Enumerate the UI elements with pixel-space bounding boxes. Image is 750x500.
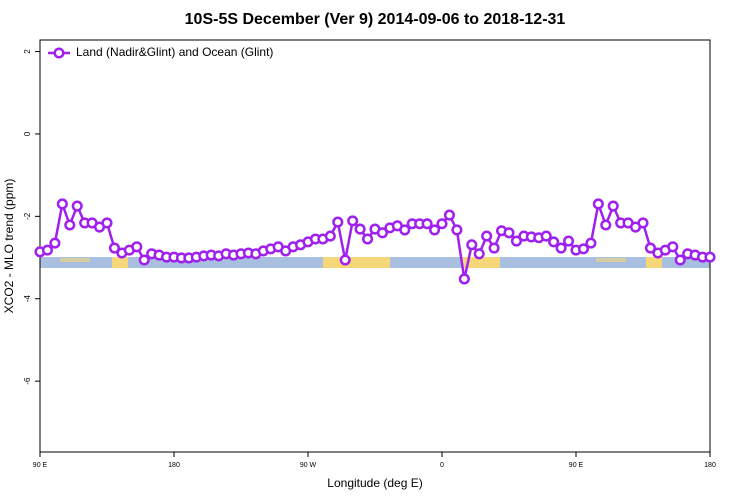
data-point	[64, 219, 76, 231]
data-point	[674, 254, 686, 266]
data-point	[324, 230, 336, 242]
data-point	[399, 224, 411, 236]
data-point	[347, 215, 359, 227]
data-point	[488, 242, 500, 254]
x-axis-label: Longitude (deg E)	[327, 476, 422, 490]
data-point	[466, 239, 478, 251]
y-tick-label: -2	[23, 212, 32, 220]
x-tick-label: 90 W	[300, 462, 317, 469]
data-point	[585, 237, 597, 249]
data-point	[339, 254, 351, 266]
data-point	[443, 209, 455, 221]
data-point	[540, 230, 552, 242]
data-point	[421, 218, 433, 230]
data-point	[436, 218, 448, 230]
data-point	[101, 217, 113, 229]
legend-label: Land (Nadir&Glint) and Ocean (Glint)	[76, 45, 273, 59]
data-point	[637, 217, 649, 229]
data-point	[138, 254, 150, 266]
x-tick-label: 0	[440, 462, 444, 469]
data-point	[592, 198, 604, 210]
y-tick-label: 2	[23, 49, 32, 54]
data-point	[563, 235, 575, 247]
data-point	[548, 236, 560, 248]
data-point	[600, 219, 612, 231]
data-point	[362, 233, 374, 245]
data-point	[704, 251, 716, 263]
data-point	[49, 237, 61, 249]
data-point	[429, 224, 441, 236]
plot-frame	[39, 39, 711, 453]
data-point	[607, 200, 619, 212]
legend-marker	[53, 47, 65, 59]
x-tick-label: 180	[168, 462, 180, 469]
data-point	[481, 230, 493, 242]
data-point	[473, 248, 485, 260]
data-point	[108, 242, 120, 254]
data-point	[332, 216, 344, 228]
data-point	[56, 198, 68, 210]
y-tick-label: -6	[23, 377, 32, 385]
data-point	[667, 241, 679, 253]
data-point	[71, 200, 83, 212]
chart-title: 10S-5S December (Ver 9) 2014-09-06 to 20…	[185, 11, 566, 28]
data-point	[458, 273, 470, 285]
map-strip	[40, 257, 710, 268]
data-point	[577, 243, 589, 255]
data-point	[131, 241, 143, 253]
data-point	[41, 244, 53, 256]
x-tick-label: 90 E	[33, 462, 48, 469]
data-point	[644, 242, 656, 254]
data-point	[451, 224, 463, 236]
data-point	[503, 227, 515, 239]
y-tick-label: -4	[23, 295, 32, 303]
y-tick-label: 0	[23, 131, 32, 136]
data-point	[354, 223, 366, 235]
data-point	[376, 227, 388, 239]
x-tick-label: 180	[704, 462, 716, 469]
x-tick-label: 90 E	[569, 462, 584, 469]
y-axis-label: XCO2 - MLO trend (ppm)	[2, 179, 16, 314]
data-point	[555, 242, 567, 254]
data-point	[510, 235, 522, 247]
